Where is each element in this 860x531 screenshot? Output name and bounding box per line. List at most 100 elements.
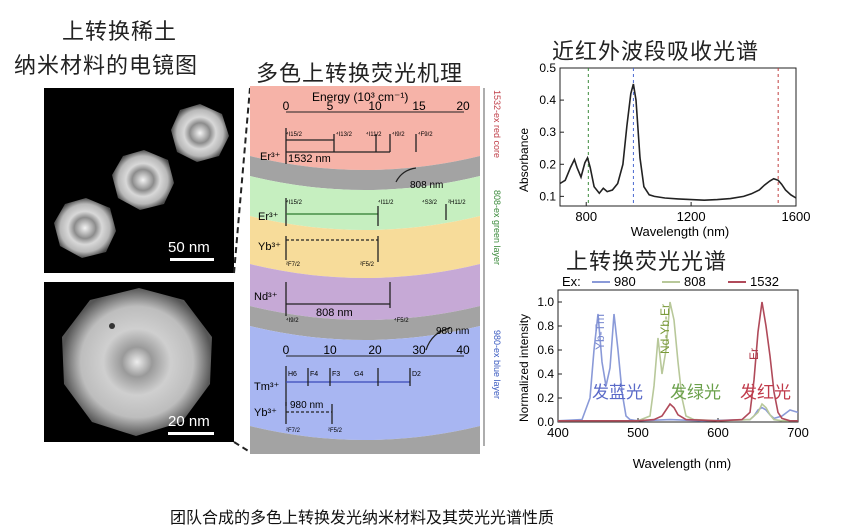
bottom-tick-20: 20 (368, 343, 382, 357)
svg-text:H6: H6 (288, 371, 297, 378)
tem-image-bottom: 20 nm (44, 282, 234, 442)
absorption-chart: 800 1200 1600 0.1 0.2 0.3 0.4 0.5 Absorbance Wa… (517, 62, 811, 239)
y-tick-label: 0.4 (539, 93, 556, 107)
emission-title: 上转换荧光光谱 (566, 250, 728, 275)
x-tick-label: 1600 (782, 209, 811, 224)
x-tick-label: 700 (787, 425, 809, 440)
annotation-0: Yb-Tm (593, 314, 607, 350)
emission-xlabel: Wavelength (nm) (633, 456, 732, 471)
scale-bar-top (170, 258, 214, 261)
scale-bar-bottom (168, 432, 214, 435)
side-label-blue-layer: 980-ex blue layer (492, 330, 502, 399)
x-tick-label: 800 (575, 209, 597, 224)
svg-text:⁴I13/2: ⁴I13/2 (336, 131, 353, 138)
nanoparticle-chain-image (54, 104, 229, 258)
annotation-2: Er (747, 348, 761, 360)
bottom-tick-40: 40 (456, 343, 470, 357)
side-label-red-core: 1532-ex red core (492, 90, 502, 158)
annotation-1: Nd-Yb-Er (658, 304, 672, 354)
legend-label-808: 808 (684, 274, 706, 289)
svg-text:G4: G4 (354, 371, 363, 378)
absorption-ylabel: Absorbance (517, 128, 531, 192)
svg-text:⁴I15/2: ⁴I15/2 (286, 199, 303, 206)
emission-legend: Ex: 980 808 1532 (562, 274, 779, 289)
x-tick-label: 400 (547, 425, 569, 440)
legend-prefix: Ex: (562, 274, 581, 289)
top-tick-15: 15 (412, 99, 426, 113)
ion-nd: Nd³⁺ (254, 291, 278, 303)
svg-text:⁴F9/2: ⁴F9/2 (418, 131, 433, 138)
svg-text:²F7/2: ²F7/2 (286, 262, 301, 268)
svg-text:⁴I9/2: ⁴I9/2 (392, 131, 405, 138)
x-tick-label: 500 (627, 425, 649, 440)
emission-chart: 400 500 600 700 0.0 0.2 0.4 0.6 0.8 1.0 Ex: 980 808 1… (517, 274, 809, 471)
y-tick-label: 0.2 (537, 391, 554, 405)
svg-text:⁴F5/2: ⁴F5/2 (394, 317, 409, 324)
legend-label-1532: 1532 (750, 274, 779, 289)
ion-yb-blue: Yb³⁺ (254, 407, 277, 419)
svg-text:⁴I15/2: ⁴I15/2 (286, 131, 303, 138)
svg-text:⁴I11/2: ⁴I11/2 (378, 199, 394, 206)
upconversion-mechanism-diagram: Energy (10³ cm⁻¹) 0 5 10 15 20 Er³⁺ 1532… (250, 86, 502, 454)
svg-text:²F5/2: ²F5/2 (360, 262, 375, 268)
x-tick-label: 1200 (677, 209, 706, 224)
plot-frame (557, 289, 799, 423)
single-nanoparticle-image (62, 288, 212, 436)
y-tick-label: 0.5 (539, 62, 556, 75)
side-label-green-layer: 808-ex green layer (492, 190, 502, 265)
tem-title-line1: 上转换稀土 (62, 20, 178, 45)
svg-text:²H11/2: ²H11/2 (448, 200, 466, 206)
svg-text:F3: F3 (332, 371, 340, 378)
y-tick-label: 0.1 (539, 189, 556, 203)
annotation-3: 发蓝光 (592, 383, 643, 402)
svg-text:D2: D2 (412, 371, 421, 378)
absorption-title: 近红外波段吸收光谱 (552, 40, 760, 65)
y-tick-label: 1.0 (537, 295, 554, 309)
legend-label-980: 980 (614, 274, 636, 289)
plot-frame (559, 67, 797, 207)
bottom-tick-0: 0 (283, 343, 290, 357)
y-tick-label: 0.3 (539, 125, 556, 139)
top-tick-20: 20 (456, 99, 470, 113)
mechanism-title: 多色上转换荧光机理 (256, 62, 464, 87)
energy-axis-title: Energy (10³ cm⁻¹) (312, 90, 408, 104)
annotation-4: 发绿光 (670, 383, 721, 402)
tem-title-line2: 纳米材料的电镜图 (14, 54, 199, 79)
label-808nm-arrow: 808 nm (410, 180, 443, 191)
bottom-tick-10: 10 (323, 343, 337, 357)
label-808nm: 808 nm (316, 307, 353, 319)
absorption-xlabel: Wavelength (nm) (631, 224, 730, 239)
green-layer-er (250, 176, 480, 230)
annotation-5: 发红光 (740, 383, 791, 402)
scale-label-bottom: 20 nm (168, 413, 210, 430)
emission-ylabel: Normalized intensity (517, 314, 531, 422)
svg-text:⁴I11/2: ⁴I11/2 (366, 131, 382, 138)
svg-text:⁴S3/2: ⁴S3/2 (422, 199, 438, 206)
figure-caption: 团队合成的多色上转换发光纳米材料及其荧光光谱性质 (170, 508, 555, 527)
bottom-tick-30: 30 (412, 343, 426, 357)
ion-er-core: Er³⁺ (260, 151, 281, 163)
ion-er-shell: Er³⁺ (258, 211, 279, 223)
nd-layer (250, 264, 480, 320)
label-980nm: 980 nm (290, 400, 323, 411)
top-tick-5: 5 (327, 99, 334, 113)
svg-text:²F5/2: ²F5/2 (328, 428, 343, 434)
ion-yb: Yb³⁺ (258, 241, 281, 253)
series-line-808 (558, 301, 798, 422)
svg-text:F4: F4 (310, 371, 318, 378)
scale-label-top: 50 nm (168, 239, 210, 256)
label-1532nm: 1532 nm (288, 153, 331, 165)
y-tick-label: 0.6 (537, 343, 554, 357)
svg-text:²F7/2: ²F7/2 (286, 428, 301, 434)
y-tick-label: 0.8 (537, 319, 554, 333)
top-tick-10: 10 (368, 99, 382, 113)
series-line-0 (559, 83, 797, 202)
y-tick-label: 0.2 (539, 157, 556, 171)
ion-tm: Tm³⁺ (254, 381, 280, 393)
yb-layer (250, 216, 480, 278)
top-tick-0: 0 (283, 99, 290, 113)
svg-text:⁴I9/2: ⁴I9/2 (286, 317, 299, 324)
tem-image-top: 50 nm (44, 88, 234, 273)
y-tick-label: 0.0 (537, 415, 554, 429)
